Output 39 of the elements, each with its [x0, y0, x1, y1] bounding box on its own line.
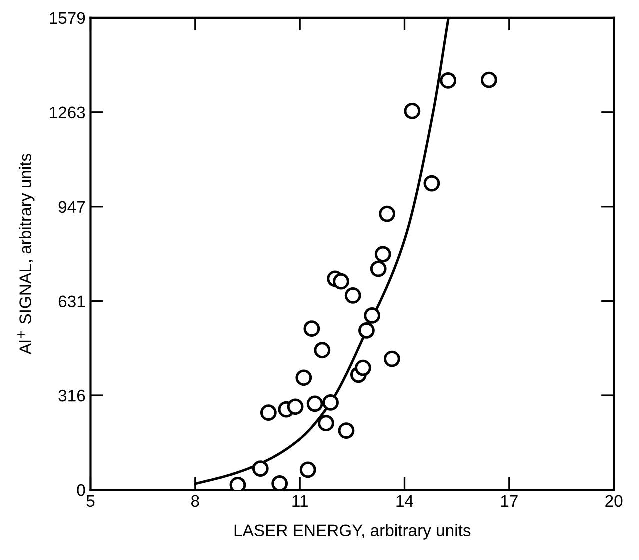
point — [304, 320, 320, 338]
point — [318, 415, 334, 432]
y-tick-label: 316 — [58, 390, 86, 402]
point — [300, 462, 316, 478]
x-tick-label: 11 — [292, 495, 308, 507]
y-axis-title: Al$^{+}$ SIGNAL, arbitrary units — [18, 154, 35, 355]
point — [379, 206, 396, 222]
y-tick-label: 1263 — [50, 106, 86, 119]
point — [440, 72, 457, 89]
point — [306, 396, 324, 412]
point — [370, 260, 387, 278]
point — [260, 404, 277, 422]
point — [333, 273, 350, 290]
point — [480, 72, 498, 88]
y-tick-label: 631 — [58, 296, 86, 308]
x-axis-title: LASER ENERGY, arbitrary units — [234, 524, 471, 540]
point — [344, 287, 362, 304]
point — [358, 322, 375, 339]
point — [287, 398, 304, 416]
x-tick-label: 8 — [191, 495, 200, 508]
y-tick-label: 1579 — [50, 12, 86, 24]
x-tick-label: 14 — [396, 495, 414, 507]
point — [272, 476, 288, 490]
point — [404, 103, 421, 120]
y-tick-label: 0 — [77, 484, 86, 496]
point — [384, 350, 400, 368]
x-tick-label: 20 — [606, 495, 623, 508]
point — [355, 360, 372, 376]
point — [424, 175, 440, 192]
point — [338, 422, 355, 439]
x-tick-label: 17 — [501, 495, 518, 507]
point — [374, 246, 392, 263]
point — [296, 370, 312, 386]
point — [252, 460, 269, 477]
y-tick-label: 947 — [58, 201, 86, 214]
point — [364, 308, 380, 324]
point — [322, 394, 339, 411]
point — [314, 342, 331, 359]
x-tick-label: 5 — [86, 495, 95, 508]
